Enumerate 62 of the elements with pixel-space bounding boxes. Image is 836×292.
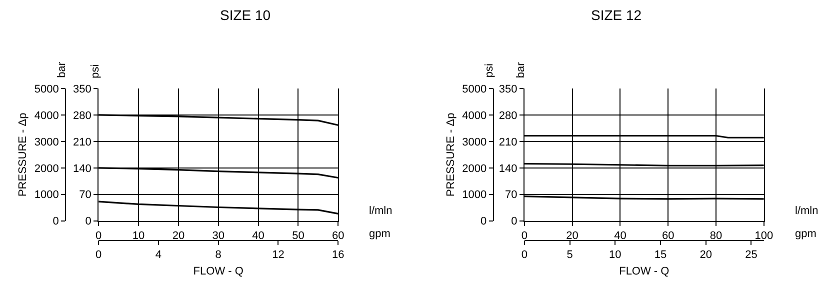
y2-tick-label: 0	[480, 216, 487, 228]
x-tick-label: 60	[332, 230, 344, 242]
x-axis-title: FLOW - Q	[193, 265, 244, 278]
x2-tick-label: 16	[332, 249, 344, 262]
x-tick-label: 40	[614, 230, 626, 242]
y2-axis-title: PRESSURE - Δp	[444, 112, 457, 197]
y2-tick-label: 2000	[34, 162, 59, 175]
x-tick-label: 20	[172, 230, 185, 242]
x2-tick-label: 5	[566, 249, 573, 262]
x2-tick-label: 0	[521, 249, 528, 262]
y2-axis-title: PRESSURE - Δp	[17, 112, 30, 197]
x-tick-label: 60	[662, 230, 674, 242]
x-tick-label: 50	[292, 230, 304, 242]
x2-tick-label: 15	[654, 249, 667, 262]
y-tick-label: 70	[504, 189, 518, 202]
y2-tick-label: 3000	[34, 136, 59, 148]
y-tick-label: 280	[498, 110, 518, 122]
text: bar	[515, 62, 528, 78]
x-tick-label: 40	[252, 230, 264, 242]
y2-tick-label: 0	[52, 216, 59, 228]
x-tick-label: 0	[521, 230, 528, 242]
text: gpm	[369, 228, 390, 240]
y2-tick-label: 5000	[462, 83, 487, 96]
text: bar	[56, 62, 68, 78]
x2-tick-label: 25	[745, 249, 758, 262]
y2-tick-label: 1000	[34, 189, 59, 202]
y-tick-label: 350	[73, 83, 92, 96]
x2-tick-label: 0	[96, 249, 102, 262]
chart-title: SIZE 10	[220, 7, 271, 23]
y-tick-label: 70	[79, 189, 92, 202]
text: l/mln	[795, 205, 818, 217]
y2-tick-label: 3000	[462, 136, 487, 148]
text: gpm	[795, 228, 816, 240]
x-tick-label: 100	[754, 230, 774, 242]
x-tick-label: 20	[566, 230, 578, 242]
y-tick-label: 140	[498, 162, 518, 175]
x2-tick-label: 20	[700, 249, 712, 262]
y-tick-label: 0	[511, 216, 518, 228]
x-tick-label: 0	[96, 230, 102, 242]
x-tick-label: 80	[710, 230, 722, 242]
text: psi	[484, 64, 496, 78]
y-tick-label: 350	[498, 83, 518, 96]
chart-title: SIZE 12	[591, 7, 642, 23]
x2-tick-label: 8	[215, 249, 222, 262]
y-tick-label: 140	[73, 162, 92, 175]
y-tick-label: 210	[498, 136, 518, 148]
text: psi	[89, 64, 102, 78]
x2-tick-label: 4	[155, 249, 162, 262]
x-tick-label: 10	[132, 230, 145, 242]
y2-tick-label: 5000	[34, 83, 59, 96]
y2-tick-label: 4000	[462, 110, 487, 122]
x2-tick-label: 12	[272, 249, 284, 262]
text: l/mln	[369, 205, 392, 217]
y-tick-label: 280	[73, 110, 92, 122]
y2-tick-label: 1000	[462, 189, 487, 202]
y2-tick-label: 2000	[462, 162, 487, 175]
x-tick-label: 30	[212, 230, 224, 242]
x-axis-title: FLOW - Q	[619, 265, 670, 278]
y2-tick-label: 4000	[34, 110, 59, 122]
y-tick-label: 210	[73, 136, 92, 148]
y-tick-label: 0	[85, 216, 92, 228]
x2-tick-label: 10	[609, 249, 622, 262]
